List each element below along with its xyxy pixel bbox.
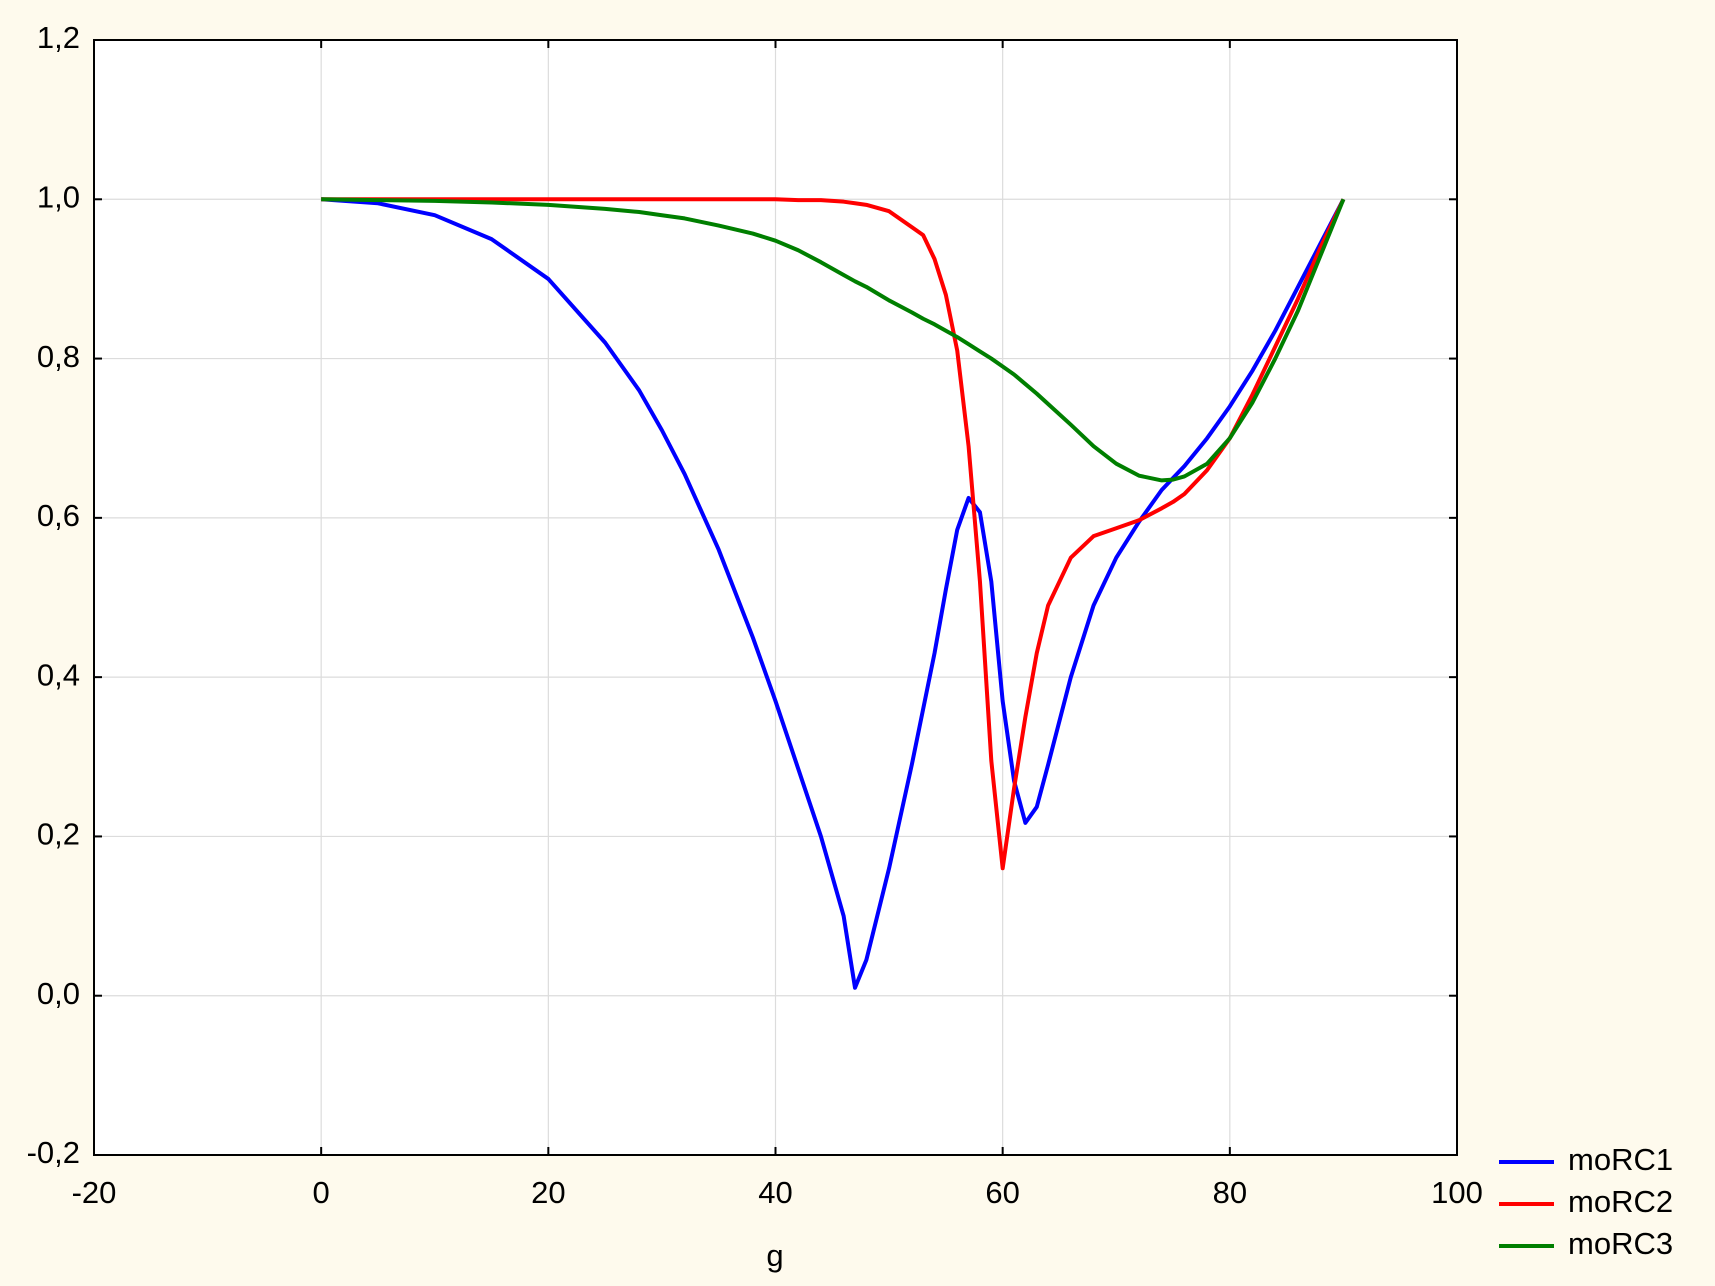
y-tick-label: 0,6	[37, 498, 80, 533]
series-line	[321, 197, 1346, 483]
x-tick-label: 0	[313, 1175, 330, 1210]
series-line	[321, 197, 1346, 990]
x-tick-label: -20	[72, 1175, 117, 1210]
legend-label: moRC3	[1568, 1226, 1673, 1261]
x-tick-label: 80	[1213, 1175, 1247, 1210]
y-tick-label: 0,0	[37, 976, 80, 1011]
x-tick-label: 60	[985, 1175, 1019, 1210]
x-tick-label: 40	[758, 1175, 792, 1210]
legend-label: moRC1	[1568, 1142, 1673, 1177]
y-tick-label: 1,0	[37, 179, 80, 214]
x-tick-label: 100	[1431, 1175, 1483, 1210]
plot-frame	[93, 39, 1458, 1156]
y-tick-label: 0,4	[37, 657, 80, 692]
series-line	[321, 197, 1346, 871]
y-tick-label: 1,2	[37, 20, 80, 55]
x-tick-label: 20	[531, 1175, 565, 1210]
y-tick-label: 0,8	[37, 339, 80, 374]
y-tick-label: -0,2	[27, 1135, 80, 1170]
legend-label: moRC2	[1568, 1184, 1673, 1219]
y-tick-label: 0,2	[37, 817, 80, 852]
x-axis-label: g	[766, 1238, 783, 1273]
